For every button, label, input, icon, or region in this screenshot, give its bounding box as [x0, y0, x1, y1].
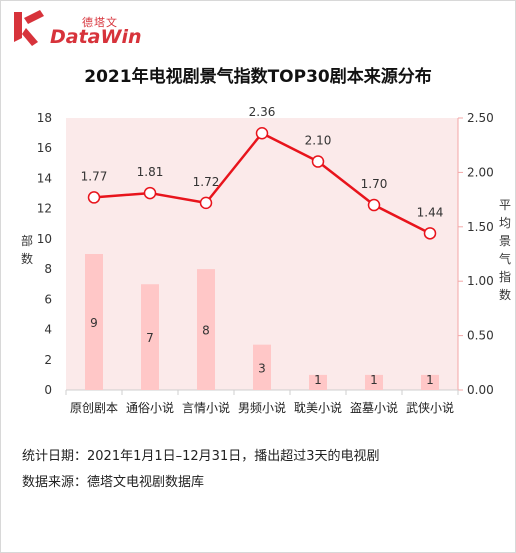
line-data-label: 1.72 — [193, 175, 220, 189]
axis-label-char: 部 — [21, 233, 33, 248]
line-data-label: 1.70 — [361, 177, 388, 191]
source-note: 数据来源：德塔文电视剧数据库 — [22, 475, 205, 490]
left-tick-label: 4 — [44, 323, 52, 337]
axis-label-char: 数 — [21, 251, 33, 266]
left-tick-label: 12 — [37, 202, 52, 216]
line-data-label: 1.81 — [137, 165, 164, 179]
right-tick-label: 0.00 — [467, 383, 494, 397]
right-tick-label: 2.50 — [467, 111, 494, 125]
x-tick-label: 男频小说 — [238, 400, 286, 415]
line-series: 1.77 1.81 1.72 2.36 2.10 1.70 1.44 — [81, 105, 444, 240]
bar-series: 9 7 8 3 1 1 1 — [85, 254, 439, 390]
line-data-label: 2.10 — [305, 134, 332, 148]
bar — [309, 374, 327, 390]
left-tick-label: 2 — [44, 353, 52, 367]
bar — [253, 344, 271, 390]
left-tick-label: 6 — [44, 292, 52, 306]
datawin-logo-icon — [14, 10, 44, 46]
right-tick-label: 1.00 — [467, 274, 494, 288]
x-axis: 原创剧本 通俗小说 言情小说 男频小说 耽美小说 盗墓小说 武侠小说 — [65, 390, 459, 415]
line-point — [87, 191, 101, 204]
bar-data-label: 3 — [258, 361, 266, 375]
x-tick-label: 言情小说 — [182, 400, 230, 415]
x-tick-label: 原创剧本 — [70, 401, 118, 415]
axis-label-char: 景 — [499, 234, 511, 248]
bar-data-label: 9 — [90, 316, 98, 330]
line-point — [255, 126, 269, 140]
bar-data-label: 1 — [314, 373, 322, 387]
bar — [365, 374, 383, 390]
right-axis-label: 平均景气指数 — [499, 198, 511, 302]
left-tick-label: 18 — [37, 111, 52, 125]
bar-data-label: 7 — [146, 331, 154, 345]
axis-label-char: 平 — [499, 198, 511, 212]
line-point — [423, 227, 437, 240]
brand-name-cn: 德塔文 — [82, 16, 118, 29]
bar — [197, 269, 215, 390]
left-tick-label: 14 — [37, 171, 52, 185]
right-tick-label: 2.00 — [467, 165, 494, 179]
left-tick-label: 8 — [44, 262, 52, 276]
axis-label-char: 数 — [499, 287, 511, 302]
brand-logo: 德塔文 DataWin — [8, 8, 168, 48]
x-tick-label: 武侠小说 — [406, 400, 454, 415]
line-data-label: 1.77 — [81, 169, 108, 183]
bar — [141, 284, 159, 390]
left-tick-label: 16 — [37, 141, 52, 155]
bar — [421, 374, 439, 390]
left-tick-label: 0 — [44, 383, 52, 397]
bar-data-label: 1 — [370, 373, 378, 387]
x-tick-label: 耽美小说 — [294, 400, 342, 415]
brand-name-en: DataWin — [50, 26, 142, 48]
line-data-label: 1.44 — [417, 205, 444, 219]
left-axis-label: 部数 — [21, 233, 33, 266]
line-data-label: 2.36 — [249, 105, 276, 119]
line-point — [199, 196, 213, 210]
right-tick-label: 1.50 — [467, 220, 494, 234]
line-point — [143, 186, 157, 200]
right-tick-label: 0.50 — [467, 329, 494, 343]
x-tick-label: 通俗小说 — [126, 400, 174, 415]
left-axis: 0 2 4 6 8 10 12 14 16 18 — [37, 111, 52, 397]
bar — [85, 254, 103, 390]
axis-label-char: 均 — [499, 216, 511, 230]
right-axis: 0.00 0.50 1.00 1.50 2.00 2.50 — [458, 111, 494, 397]
axis-label-char: 气 — [499, 251, 511, 266]
axis-label-char: 指 — [499, 269, 511, 284]
line-point — [311, 155, 325, 168]
bar-data-label: 1 — [426, 373, 434, 387]
bar-data-label: 8 — [202, 324, 210, 338]
x-tick-label: 盗墓小说 — [350, 400, 398, 415]
chart-title: 2021年电视剧景气指数TOP30剧本来源分布 — [84, 67, 432, 87]
line-point — [367, 198, 381, 212]
left-tick-label: 10 — [37, 232, 52, 246]
date-note: 统计日期：2021年1月1日–12月31日，播出超过3天的电视剧 — [22, 449, 380, 464]
